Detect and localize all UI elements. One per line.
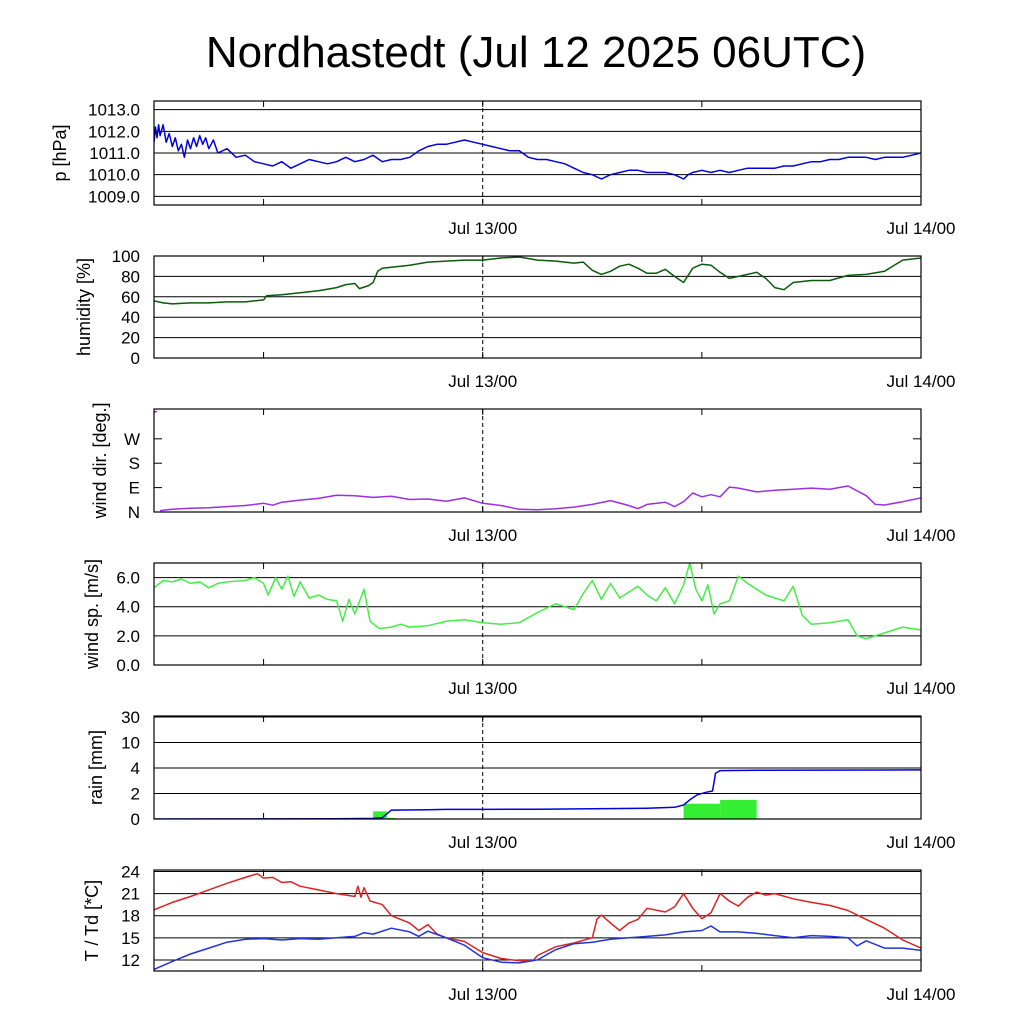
panel-frame: [153, 869, 922, 972]
data-area: [154, 410, 921, 512]
x-tick-label: Jul 13/00: [448, 985, 517, 1004]
y-tick-label: 4.0: [116, 598, 140, 617]
y-tick-label: 15: [121, 929, 140, 948]
y-tick-label: 10: [121, 734, 140, 753]
y-tick-label: 80: [121, 267, 140, 286]
x-tick-label: Jul 14/00: [887, 833, 956, 852]
rain-bar: [683, 803, 721, 819]
panel-4: 0.0 2.0 4.0 6.0 wind sp. [m/s] Jul 13/00 Jul 1…: [82, 559, 956, 698]
data-area: [154, 872, 921, 971]
x-tick-label: Jul 14/00: [887, 372, 956, 391]
series-line-1: [154, 410, 921, 512]
y-tick-label: 6.0: [116, 569, 140, 588]
data-area: [154, 124, 921, 180]
x-tick-label: Jul 14/00: [887, 526, 956, 545]
x-tick-label: Jul 13/00: [448, 372, 517, 391]
x-tick-label: Jul 13/00: [448, 679, 517, 698]
y-tick-label: 21: [121, 885, 140, 904]
panel-5: 0 2 4 10 30 rain [mm] Jul 13/00 Jul 14/00: [86, 708, 956, 852]
panel-frame: [153, 562, 922, 666]
y-tick-label: S: [129, 454, 140, 473]
y-tick-label: N: [128, 503, 140, 522]
y-tick-label: 30: [121, 708, 140, 727]
y-tick-label: 0: [131, 810, 140, 829]
y-tick-label: 2.0: [116, 627, 140, 646]
x-tick-label: Jul 14/00: [887, 219, 956, 238]
y-axis-label: p [hPa]: [50, 124, 70, 181]
y-axis-label: wind dir. [deg.]: [90, 402, 110, 519]
panels: 1009.0 1010.0 1011.0 1012.0 1013.0 p [hPa] Jul…: [50, 100, 956, 1004]
y-tick-label: 20: [121, 329, 140, 348]
panel-frame: [153, 408, 922, 513]
y-tick-label: 0.0: [116, 656, 140, 675]
y-tick-label: 2: [131, 785, 140, 804]
panel-6: 12 15 18 21 24 T / Td [*C] Jul 13/00 Jul 14/00: [82, 862, 956, 1004]
rain-bar: [720, 799, 757, 819]
x-tick-label: Jul 14/00: [887, 679, 956, 698]
series-line-1: [154, 563, 921, 640]
panel-frame: [153, 715, 922, 820]
data-area: [154, 769, 921, 819]
data-area: [154, 256, 921, 305]
y-axis-label: wind sp. [m/s]: [82, 559, 102, 670]
series-line-1: [154, 769, 921, 819]
y-tick-label: 4: [131, 759, 140, 778]
y-tick-label: 60: [121, 288, 140, 307]
panel-1: 1009.0 1010.0 1011.0 1012.0 1013.0 p [hPa] Jul…: [50, 100, 956, 238]
y-tick-label: W: [124, 430, 140, 449]
chart-title: Nordhastedt (Jul 12 2025 06UTC): [206, 28, 866, 77]
y-tick-label: 0: [131, 349, 140, 368]
x-tick-label: Jul 14/00: [887, 985, 956, 1004]
y-tick-label: E: [129, 479, 140, 498]
series-line-2: [154, 925, 921, 971]
y-axis-label: humidity [%]: [74, 258, 94, 356]
x-tick-label: Jul 13/00: [448, 833, 517, 852]
series-line-1: [154, 124, 921, 180]
panel-frame: [153, 255, 922, 359]
y-tick-label: 1011.0: [89, 144, 140, 163]
y-axis-label: T / Td [*C]: [82, 880, 102, 961]
series-line-1: [154, 872, 921, 962]
rain-bar: [373, 811, 387, 819]
series-line-1: [154, 256, 921, 305]
y-tick-label: 100: [112, 247, 140, 266]
y-tick-label: 1012.0: [88, 122, 140, 141]
y-tick-label: 1009.0: [88, 187, 140, 206]
data-area: [154, 563, 921, 640]
y-tick-label: 1013.0: [88, 101, 140, 120]
y-axis-label: rain [mm]: [86, 730, 106, 805]
y-tick-label: 1010.0: [88, 166, 140, 185]
y-tick-label: 18: [121, 907, 140, 926]
y-tick-label: 24: [121, 862, 140, 881]
x-tick-label: Jul 13/00: [448, 526, 517, 545]
x-tick-label: Jul 13/00: [448, 219, 517, 238]
y-tick-label: 12: [121, 951, 140, 970]
y-tick-label: 40: [121, 308, 140, 327]
panel-frame: [153, 100, 922, 206]
